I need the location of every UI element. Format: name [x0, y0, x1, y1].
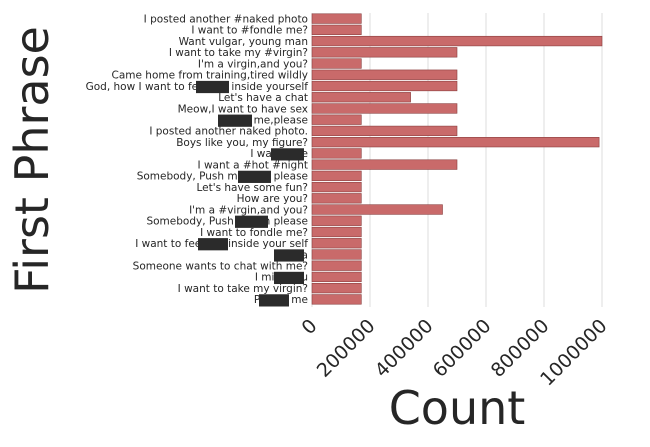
bar	[311, 35, 603, 47]
bar	[311, 92, 411, 103]
category-label: I want to take my #virgin?	[169, 47, 308, 59]
bar	[311, 204, 443, 215]
bar	[311, 283, 362, 294]
bar	[311, 125, 458, 137]
bars	[311, 13, 603, 305]
redaction-box	[274, 249, 304, 262]
bar	[311, 271, 362, 283]
category-label: Let's have a chat	[218, 92, 308, 104]
bar	[311, 170, 362, 181]
bar	[311, 47, 458, 58]
category-label: I posted another naked photo.	[149, 126, 308, 138]
bar	[311, 69, 458, 80]
y-axis-title: First Phrase	[5, 26, 59, 294]
category-label: Came home from training,tired wildly	[112, 70, 309, 82]
redaction-box	[218, 114, 252, 127]
bar	[311, 260, 362, 271]
category-label: Someone wants to chat with me?	[133, 260, 308, 272]
bar	[311, 294, 362, 305]
bar	[311, 13, 362, 24]
bar	[311, 58, 362, 69]
x-tick-label: 400000	[371, 315, 438, 382]
bar	[311, 193, 362, 204]
bar	[311, 226, 362, 238]
bar	[311, 24, 362, 35]
bar	[311, 80, 458, 92]
x-axis-title: Count	[389, 381, 526, 435]
category-label: I want to take my virgin?	[178, 283, 308, 295]
category-label: Somebody, Push me on please	[146, 216, 308, 228]
bar	[311, 215, 362, 226]
bar	[311, 137, 600, 148]
x-tick-label: 0	[297, 315, 321, 339]
category-label: Meow,I want to have sex	[178, 103, 308, 115]
bar	[311, 181, 362, 193]
redaction-box	[198, 238, 228, 251]
bar	[311, 103, 458, 114]
bar	[311, 249, 362, 260]
category-label: How are you?	[237, 193, 308, 205]
category-label: Boys like you, my figure?	[176, 137, 308, 149]
category-label: I want to fondle me?	[200, 227, 308, 239]
category-label: I'm a #virgin,and you?	[189, 204, 308, 216]
redaction-box	[259, 294, 289, 307]
x-tick-label: 200000	[313, 315, 380, 382]
bar	[311, 159, 458, 170]
category-label: Let's have some fun?	[196, 182, 308, 194]
redaction-box	[271, 148, 304, 161]
category-label: Want vulgar, young man	[179, 36, 308, 48]
redaction-box	[235, 215, 268, 228]
redaction-box	[196, 80, 229, 94]
bar	[311, 238, 362, 249]
category-label: I want a #hot #night	[198, 159, 308, 171]
redaction-box	[238, 170, 271, 183]
category-label: Somebody, Push me on a please	[137, 171, 308, 183]
category-label: I posted another #naked photo	[144, 13, 308, 25]
category-label: I'm a virgin,and you?	[198, 58, 308, 70]
category-label: me,please	[254, 114, 308, 126]
redaction-box	[274, 271, 304, 285]
category-label: I want to #fondle me?	[191, 25, 308, 37]
bar	[311, 114, 362, 125]
bar	[311, 148, 362, 159]
x-tick-label: 600000	[429, 315, 496, 382]
